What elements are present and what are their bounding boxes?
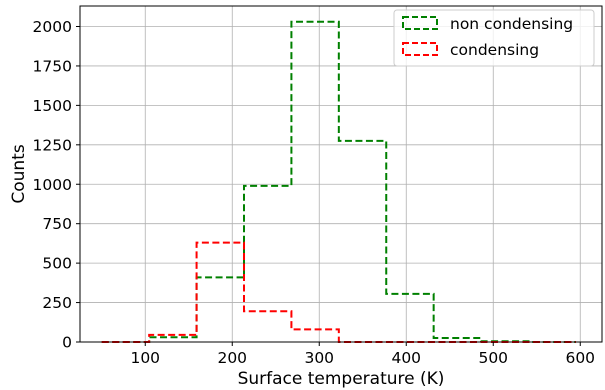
x-tick-label: 100 [130,349,160,367]
y-tick-label: 500 [42,255,72,273]
y-tick-label: 0 [62,334,72,352]
x-tick-label: 400 [391,349,421,367]
plot-series [101,20,576,343]
plot-frame [79,5,603,343]
histogram-bin [149,335,196,342]
x-tick-label: 500 [478,349,508,367]
y-tick-label: 2000 [33,18,72,36]
y-tick-label: 750 [42,215,72,233]
series-non-condensing [101,20,576,343]
y-tick-label: 1750 [33,57,72,75]
x-axis-label: Surface temperature (K) [238,369,445,389]
series-condensing [101,241,576,343]
histogram-step-outline [101,20,576,343]
x-tick-label: 200 [217,349,247,367]
y-tick-label: 250 [42,294,72,312]
histogram-bin [244,311,291,342]
histogram-bin [291,329,338,342]
histogram-bin [197,277,244,342]
x-tick-label: 600 [565,349,595,367]
y-tick-label: 1000 [33,176,72,194]
legend-swatch-condensing [402,42,438,56]
histogram-bin [291,22,338,342]
histogram-bin [386,294,433,342]
histogram-bin [244,186,291,342]
y-tick-label: 1500 [33,97,72,115]
x-tick-label: 300 [304,349,334,367]
axis-ticks: 100 200 300 400 500 600 0 250 500 750 1000 1250 1500… [33,18,596,367]
legend-box [393,9,595,67]
y-tick-label: 1250 [33,136,72,154]
y-axis-label: Counts [9,144,29,203]
histogram-bin [197,243,244,342]
histogram-step-outline [101,241,576,343]
legend-swatch-non-condensing [402,16,438,30]
legend: non condensing condensing [393,9,595,67]
histogram-bin [339,141,386,342]
legend-label-non-condensing: non condensing [450,15,573,33]
legend-label-condensing: condensing [450,41,539,59]
